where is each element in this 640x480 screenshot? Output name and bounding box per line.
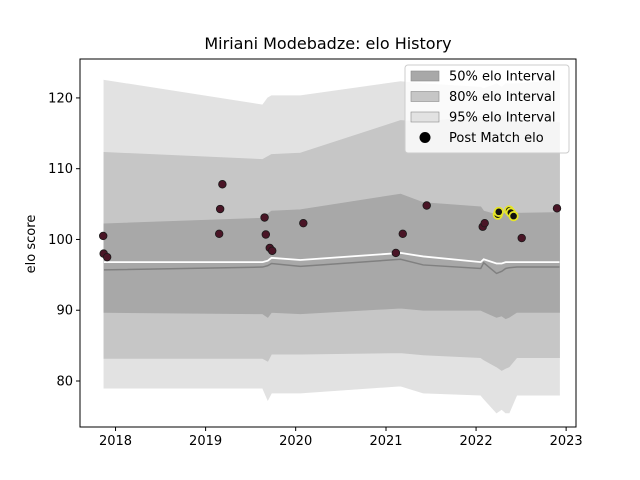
x-tick-label-2020: 2020 xyxy=(279,434,312,449)
data-point-2 xyxy=(102,252,112,262)
median-line xyxy=(103,258,560,275)
x-tick-label-2019: 2019 xyxy=(189,434,222,449)
plot-content xyxy=(98,79,562,414)
mean-line xyxy=(103,252,560,265)
data-point-0 xyxy=(98,231,108,241)
y-tick-label-100: 100 xyxy=(48,233,73,248)
legend-swatch-1 xyxy=(410,91,440,102)
data-point-5 xyxy=(218,180,227,189)
legend: 50% elo Interval 80% elo Interval 95% elo … xyxy=(404,64,570,154)
data-point-20 xyxy=(508,211,519,222)
data-point-12 xyxy=(398,229,407,238)
chart-title: Miriani Modebadze: elo History xyxy=(204,34,451,53)
legend-marker-3 xyxy=(419,132,431,143)
x-tick-label-2023: 2023 xyxy=(550,434,583,449)
x-tick-label-2021: 2021 xyxy=(369,434,402,449)
legend-label-3: Post Match elo xyxy=(449,131,544,146)
data-point-4 xyxy=(215,204,225,214)
data-point-3 xyxy=(214,229,224,238)
y-tick-label-110: 110 xyxy=(48,162,73,177)
legend-label-1: 80% elo Interval xyxy=(449,90,556,105)
data-point-11 xyxy=(391,248,401,258)
legend-box xyxy=(404,64,570,154)
legend-swatch-0 xyxy=(410,70,440,82)
data-point-10 xyxy=(299,218,308,228)
data-point-21 xyxy=(517,233,526,243)
y-axis-label: elo score xyxy=(24,215,39,274)
data-point-22 xyxy=(552,204,562,213)
x-tick-label-2022: 2022 xyxy=(460,434,493,449)
data-point-17 xyxy=(493,206,504,217)
plot-area xyxy=(98,79,562,414)
axes-frame xyxy=(79,58,577,428)
data-point-13 xyxy=(422,201,431,210)
legend-label-2: 95% elo Interval xyxy=(449,111,556,126)
axes: 2018 2019 2020 2021 2022 2023 80 90 100 110 120 xyxy=(48,58,583,449)
data-point-9 xyxy=(268,246,277,255)
data-point-15 xyxy=(480,218,489,228)
legend-label-0: 50% elo Interval xyxy=(449,70,556,85)
legend-swatch-2 xyxy=(410,111,440,123)
data-point-6 xyxy=(260,213,269,222)
band-50-interval xyxy=(103,193,560,320)
y-tick-label-120: 120 xyxy=(48,91,73,106)
data-point-7 xyxy=(261,230,271,239)
y-tick-label-80: 80 xyxy=(56,375,73,390)
x-tick-label-2018: 2018 xyxy=(99,434,132,449)
y-tick-label-90: 90 xyxy=(56,304,73,319)
